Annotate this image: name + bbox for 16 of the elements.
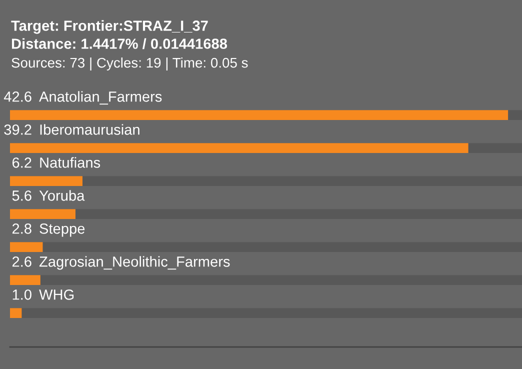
- data-label: 39.2: [4, 124, 32, 135]
- y-tick-label: Iberomaurusian: [40, 124, 140, 135]
- y-tick-label: Steppe: [40, 223, 85, 237]
- y-tick-label: Yoruba: [39, 190, 85, 201]
- y-tick-label: Natufians: [40, 157, 100, 168]
- data-label: 1.0: [12, 289, 32, 300]
- data-label: 6.2: [12, 157, 32, 168]
- y-tick-label: Anatolian_Farmers: [39, 91, 162, 105]
- data-label: 2.8: [12, 223, 32, 234]
- y-tick-label: Zagrosian_Neolithic_Farmers: [39, 256, 230, 270]
- chart-title: Target: Frontier:STRAZ_I_37 Distance: 1.4417% / 0.01441688: [11, 20, 228, 50]
- data-label: 42.6: [4, 91, 32, 102]
- chart-subtitle: Sources: 73 | Cycles: 19 | Time: 0.05 s: [12, 57, 248, 71]
- y-tick-label: WHG: [39, 289, 74, 300]
- data-label: 5.6: [12, 190, 32, 201]
- data-label: 2.6: [12, 256, 32, 267]
